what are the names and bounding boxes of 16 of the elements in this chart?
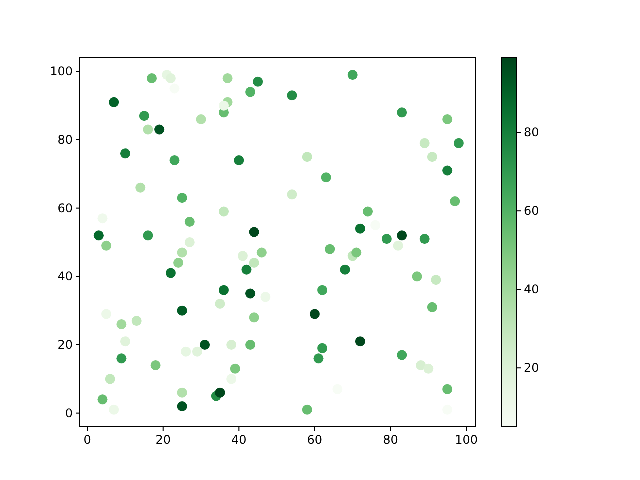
x-tick-label: 60 xyxy=(307,433,323,447)
color-bar-label: 60 xyxy=(524,204,540,218)
y-tick-label: 40 xyxy=(58,270,73,284)
y-tick-label: 100 xyxy=(50,64,73,79)
y-tick-label: 20 xyxy=(58,338,73,352)
color-bar-label: 40 xyxy=(524,282,540,297)
x-tick-label: 20 xyxy=(156,433,172,447)
x-tick-label: 80 xyxy=(383,433,398,447)
x-tick-label: 100 xyxy=(455,433,478,447)
y-tick-label: 0 xyxy=(65,406,73,420)
x-tick-label: 0 xyxy=(84,433,92,447)
y-tick-label: 60 xyxy=(58,201,73,216)
x-tick-label: 40 xyxy=(232,433,247,447)
color-bar-label: 20 xyxy=(524,361,540,376)
y-tick-label: 80 xyxy=(58,133,73,147)
color-bar-label: 80 xyxy=(524,126,540,140)
